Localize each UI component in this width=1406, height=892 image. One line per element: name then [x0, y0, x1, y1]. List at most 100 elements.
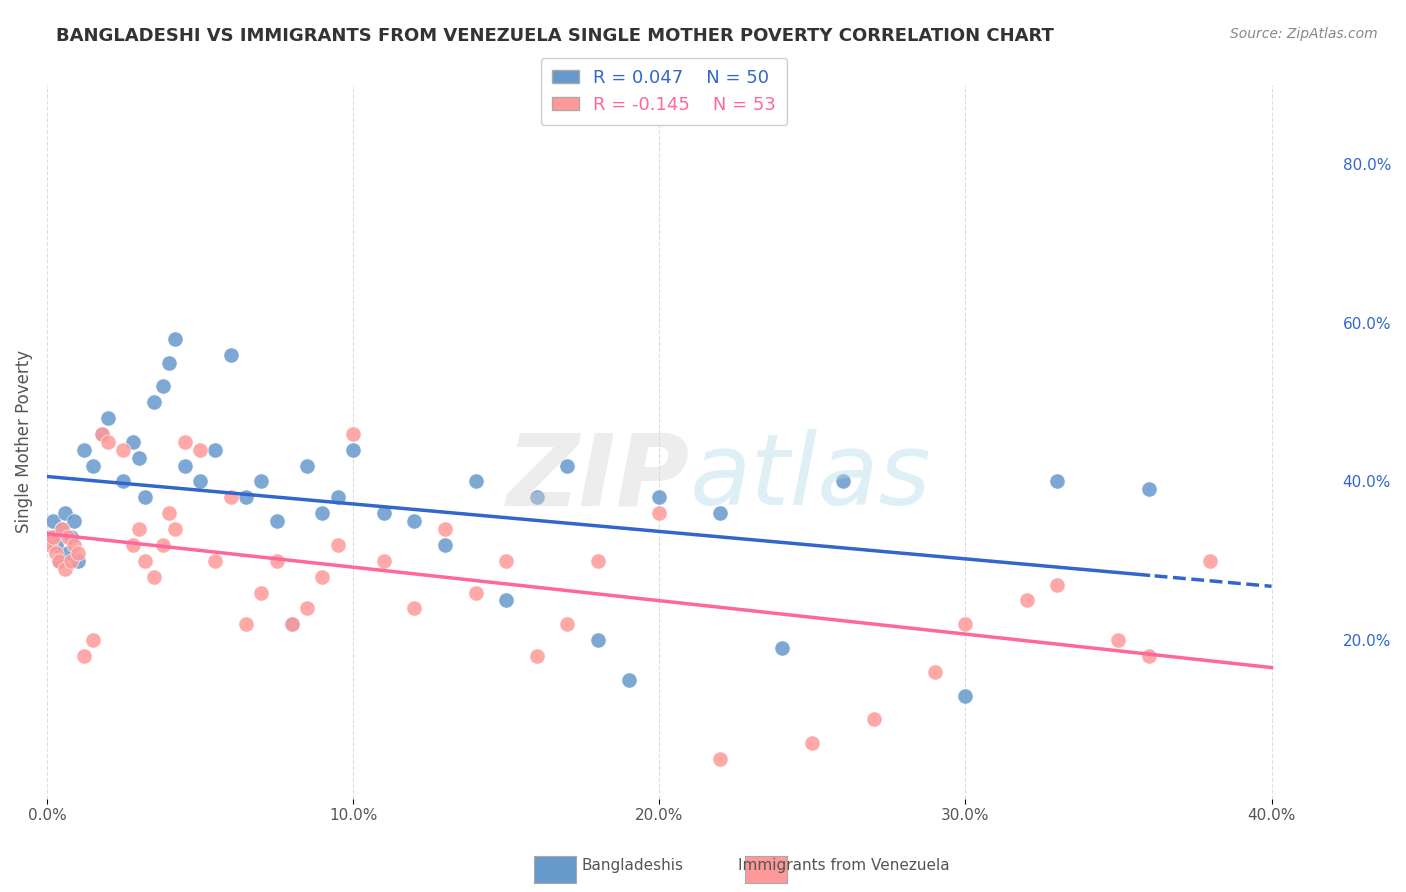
Point: [112, 442, 135, 457]
Point: [152, 379, 174, 393]
Point: [58, 530, 80, 544]
Point: [955, 689, 977, 703]
Point: [204, 554, 226, 568]
Point: [188, 475, 211, 489]
Point: [72, 442, 94, 457]
Point: [1137, 648, 1160, 663]
Point: [42, 514, 65, 528]
Point: [250, 585, 273, 599]
Point: [373, 506, 395, 520]
Point: [648, 506, 671, 520]
Point: [311, 569, 333, 583]
Text: Immigrants from Venezuela: Immigrants from Venezuela: [738, 858, 949, 872]
Point: [121, 538, 143, 552]
Point: [97, 434, 120, 449]
Text: BANGLADESHI VS IMMIGRANTS FROM VENEZUELA SINGLE MOTHER POVERTY CORRELATION CHART: BANGLADESHI VS IMMIGRANTS FROM VENEZUELA…: [56, 27, 1054, 45]
Point: [295, 458, 318, 473]
Point: [219, 491, 242, 505]
Point: [82, 633, 104, 648]
Point: [433, 522, 456, 536]
Point: [373, 554, 395, 568]
Point: [219, 348, 242, 362]
Point: [404, 514, 426, 528]
Point: [526, 491, 548, 505]
Point: [45, 538, 67, 552]
Point: [342, 426, 364, 441]
Point: [235, 617, 257, 632]
Point: [165, 332, 187, 346]
Point: [143, 395, 166, 409]
Point: [924, 665, 946, 679]
Point: [709, 752, 731, 766]
Point: [464, 585, 486, 599]
Point: [1137, 483, 1160, 497]
Point: [134, 554, 156, 568]
Point: [311, 506, 333, 520]
Point: [557, 458, 579, 473]
Text: ZIP: ZIP: [506, 429, 690, 526]
Point: [42, 530, 65, 544]
Point: [266, 514, 288, 528]
Point: [152, 538, 174, 552]
Point: [157, 506, 180, 520]
Point: [48, 554, 70, 568]
Point: [586, 554, 609, 568]
Point: [281, 617, 304, 632]
Point: [82, 458, 104, 473]
Point: [53, 506, 76, 520]
Point: [404, 601, 426, 615]
Point: [801, 736, 824, 750]
Point: [1015, 593, 1038, 607]
Point: [173, 458, 195, 473]
Text: Bangladeshis: Bangladeshis: [582, 858, 683, 872]
Point: [862, 713, 884, 727]
Point: [143, 569, 166, 583]
Point: [557, 617, 579, 632]
Point: [134, 491, 156, 505]
Point: [63, 538, 86, 552]
Point: [63, 514, 86, 528]
Point: [617, 673, 640, 687]
Point: [648, 491, 671, 505]
Point: [464, 475, 486, 489]
Point: [45, 546, 67, 560]
Point: [1046, 577, 1069, 591]
Point: [91, 426, 114, 441]
Point: [832, 475, 855, 489]
Point: [295, 601, 318, 615]
Point: [266, 554, 288, 568]
Point: [586, 633, 609, 648]
Point: [128, 522, 150, 536]
Point: [1046, 475, 1069, 489]
Point: [495, 593, 517, 607]
Point: [51, 522, 73, 536]
Y-axis label: Single Mother Poverty: Single Mother Poverty: [15, 351, 32, 533]
Text: Source: ZipAtlas.com: Source: ZipAtlas.com: [1230, 27, 1378, 41]
Point: [955, 617, 977, 632]
Point: [51, 522, 73, 536]
Point: [66, 554, 89, 568]
Point: [48, 554, 70, 568]
Point: [495, 554, 517, 568]
Point: [165, 522, 187, 536]
Point: [250, 475, 273, 489]
Point: [39, 530, 62, 544]
Point: [770, 641, 793, 656]
Point: [60, 554, 83, 568]
Point: [526, 648, 548, 663]
Point: [326, 538, 349, 552]
Point: [342, 442, 364, 457]
Legend: R = 0.047    N = 50, R = -0.145    N = 53: R = 0.047 N = 50, R = -0.145 N = 53: [541, 58, 787, 125]
Point: [97, 411, 120, 425]
Point: [235, 491, 257, 505]
Point: [53, 562, 76, 576]
Point: [91, 426, 114, 441]
Point: [58, 546, 80, 560]
Point: [204, 442, 226, 457]
Point: [281, 617, 304, 632]
Point: [121, 434, 143, 449]
Point: [72, 648, 94, 663]
Text: atlas: atlas: [690, 429, 931, 526]
Point: [173, 434, 195, 449]
Point: [326, 491, 349, 505]
